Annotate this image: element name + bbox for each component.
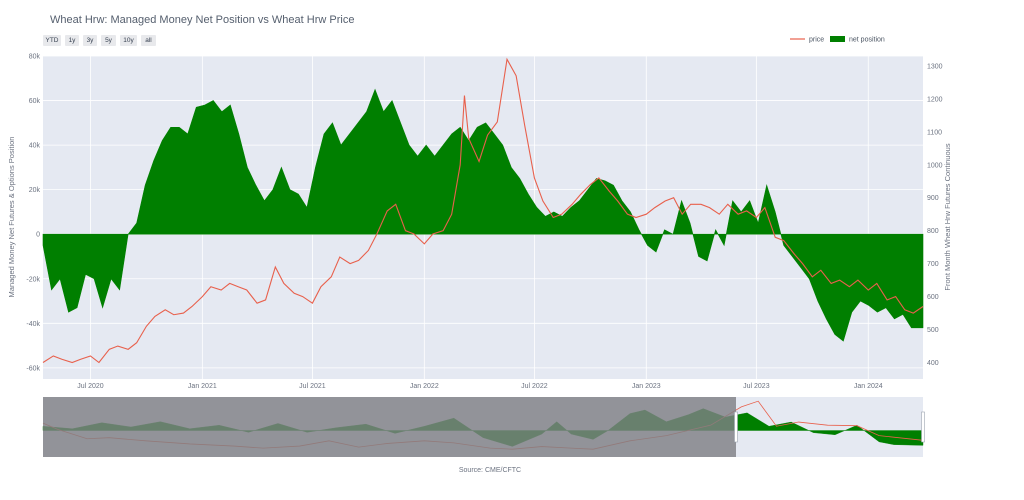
x-axis: Jul 2020 Jan 2021 Jul 2021 Jan 2022 Jul 2022… — [77, 383, 883, 390]
x-tick-label: Jul 2023 — [743, 383, 770, 390]
y-axis-right-title: Front Month Wheat Hrw Futures Continuous — [943, 143, 952, 290]
net-position-series — [42, 88, 924, 342]
y-right-tick-label: 500 — [927, 327, 939, 334]
range-button-3y[interactable]: 3y — [83, 35, 97, 46]
y-right-tick-label: 800 — [927, 228, 939, 235]
net-position-area — [42, 88, 924, 342]
y-right-tick-label: 900 — [927, 195, 939, 202]
y-axis-right: 400 500 600 700 800 900 1000 1100 1200 1300 — [927, 63, 943, 367]
legend-net-position-swatch — [830, 36, 845, 42]
y-left-tick-label: -60k — [26, 365, 40, 372]
price-series — [42, 57, 924, 364]
y-right-tick-label: 1100 — [927, 129, 942, 136]
legend-net-position-label: net position — [849, 37, 885, 44]
chart-title: Wheat Hrw: Managed Money Net Position vs… — [50, 14, 354, 26]
y-axis-left: -60k -40k -20k 0 20k 40k 60k 80k — [26, 54, 40, 373]
range-button-5y[interactable]: 5y — [101, 35, 116, 46]
x-tick-label: Jan 2022 — [410, 383, 439, 390]
range-button-ytd[interactable]: YTD — [43, 35, 61, 46]
legend[interactable]: price net position — [790, 36, 885, 44]
y-left-tick-label: -20k — [26, 276, 40, 283]
range-button-10y[interactable]: 10y — [120, 35, 137, 46]
y-left-tick-label: 80k — [29, 54, 41, 61]
y-right-tick-label: 700 — [927, 261, 939, 268]
y-left-tick-label: 20k — [29, 187, 41, 194]
x-tick-label: Jan 2023 — [632, 383, 661, 390]
range-slider-handle-right[interactable] — [921, 411, 925, 443]
x-tick-label: Jan 2024 — [854, 383, 883, 390]
y-right-tick-label: 400 — [927, 360, 939, 367]
source-note: Source: CME/CFTC — [459, 467, 521, 474]
y-left-tick-label: -40k — [26, 321, 40, 328]
x-tick-label: Jan 2021 — [188, 383, 217, 390]
range-slider-handle-left[interactable] — [734, 411, 738, 443]
range-slider-mask[interactable] — [43, 397, 736, 457]
y-right-tick-label: 1300 — [927, 63, 943, 70]
range-button-all[interactable]: all — [141, 35, 156, 46]
legend-price-label: price — [809, 37, 824, 44]
y-right-tick-label: 600 — [927, 294, 939, 301]
y-left-tick-label: 60k — [29, 98, 41, 105]
y-right-tick-label: 1200 — [927, 96, 943, 103]
y-right-tick-label: 1000 — [927, 162, 943, 169]
y-left-tick-label: 40k — [29, 143, 41, 150]
range-button-1y[interactable]: 1y — [65, 35, 79, 46]
x-tick-label: Jul 2022 — [521, 383, 548, 390]
x-tick-label: Jul 2020 — [77, 383, 104, 390]
x-tick-label: Jul 2021 — [299, 383, 326, 390]
y-axis-left-title: Managed Money Net Futures & Options Posi… — [7, 137, 16, 298]
y-left-tick-label: 0 — [36, 232, 40, 239]
price-line — [42, 57, 924, 364]
